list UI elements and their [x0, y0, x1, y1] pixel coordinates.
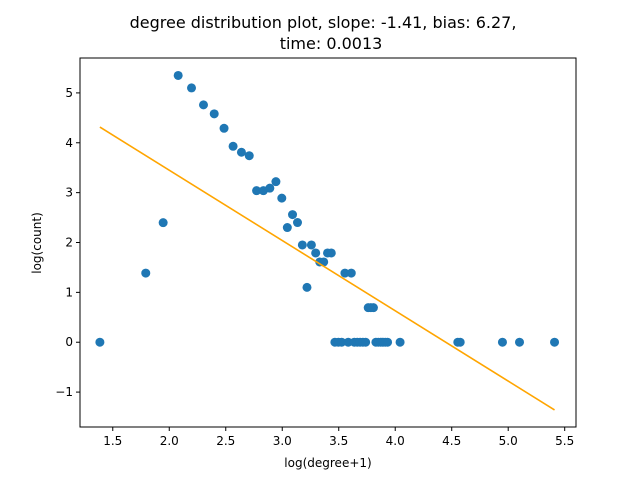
x-tick-label: 4.0 [386, 434, 405, 448]
data-point [236, 147, 246, 157]
data-point [395, 337, 405, 347]
plot-area [95, 70, 560, 411]
y-tick-label: 2 [65, 236, 73, 250]
data-point [219, 123, 229, 133]
y-tick-label: 3 [65, 186, 73, 200]
data-point [158, 218, 168, 228]
data-point [311, 248, 321, 258]
data-point [244, 151, 254, 161]
chart-title-line-1: degree distribution plot, slope: -1.41, … [130, 13, 517, 32]
x-tick-label: 4.5 [442, 434, 461, 448]
data-point [292, 218, 302, 228]
x-tick-label: 2.0 [160, 434, 179, 448]
y-tick-label: 0 [65, 335, 73, 349]
chart-title-line-2: time: 0.0013 [280, 34, 383, 53]
data-point [326, 248, 336, 258]
data-point [228, 141, 238, 151]
data-point [297, 240, 307, 250]
data-point [141, 268, 151, 278]
y-tick-label: 5 [65, 86, 73, 100]
data-point [198, 100, 208, 110]
data-point [271, 177, 281, 187]
x-tick-label: 1.5 [103, 434, 122, 448]
y-axis: −1 0 1 2 3 4 5 [55, 86, 80, 399]
x-axis: 1.5 2.0 2.5 3.0 3.5 4.0 4.5 5.0 5.5 [103, 427, 574, 448]
data-point [265, 183, 275, 193]
data-point [383, 337, 393, 347]
y-tick-label: 4 [65, 136, 73, 150]
plot-frame [79, 57, 577, 428]
data-point [288, 210, 298, 220]
data-point [306, 240, 316, 250]
data-point [173, 70, 183, 80]
x-tick-label: 5.5 [555, 434, 574, 448]
x-axis-label: log(degree+1) [284, 456, 371, 470]
data-point [550, 337, 560, 347]
data-point [346, 268, 356, 278]
data-point [187, 83, 197, 93]
data-point [282, 223, 292, 233]
fit-line [99, 126, 555, 411]
x-tick-label: 3.0 [273, 434, 292, 448]
data-point [361, 337, 371, 347]
data-point [497, 337, 507, 347]
y-axis-label: log(count) [30, 212, 44, 274]
data-point [209, 109, 219, 119]
data-point [302, 282, 312, 292]
x-tick-label: 2.5 [216, 434, 235, 448]
data-point [455, 337, 465, 347]
data-point [340, 268, 350, 278]
data-point [337, 337, 347, 347]
x-tick-label: 5.0 [499, 434, 518, 448]
data-point [277, 193, 287, 203]
data-point [95, 337, 105, 347]
data-point [368, 303, 378, 313]
y-tick-label: 1 [65, 285, 73, 299]
x-tick-label: 3.5 [329, 434, 348, 448]
data-point [252, 186, 262, 196]
y-tick-label: −1 [55, 385, 73, 399]
data-point [515, 337, 525, 347]
